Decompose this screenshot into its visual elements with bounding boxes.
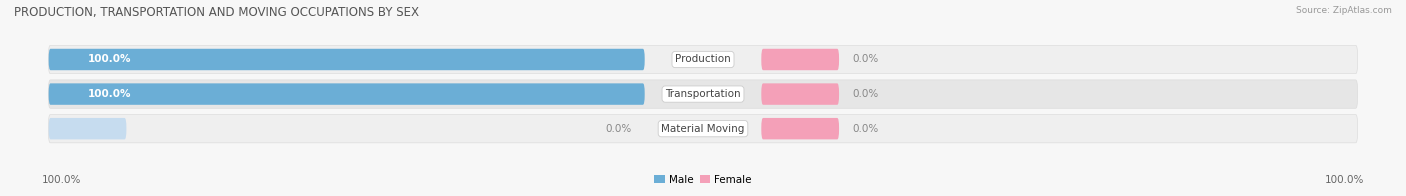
- Text: 100.0%: 100.0%: [87, 89, 131, 99]
- FancyBboxPatch shape: [48, 80, 1358, 108]
- FancyBboxPatch shape: [48, 45, 1358, 74]
- FancyBboxPatch shape: [761, 49, 839, 70]
- FancyBboxPatch shape: [761, 83, 839, 105]
- Text: 0.0%: 0.0%: [852, 124, 879, 134]
- FancyBboxPatch shape: [49, 118, 127, 139]
- Text: 0.0%: 0.0%: [606, 124, 631, 134]
- Text: Source: ZipAtlas.com: Source: ZipAtlas.com: [1296, 6, 1392, 15]
- Text: 0.0%: 0.0%: [852, 89, 879, 99]
- Text: 100.0%: 100.0%: [42, 175, 82, 185]
- FancyBboxPatch shape: [49, 49, 645, 70]
- Text: PRODUCTION, TRANSPORTATION AND MOVING OCCUPATIONS BY SEX: PRODUCTION, TRANSPORTATION AND MOVING OC…: [14, 6, 419, 19]
- Text: 100.0%: 100.0%: [87, 54, 131, 64]
- Legend: Male, Female: Male, Female: [650, 171, 756, 189]
- FancyBboxPatch shape: [49, 83, 645, 105]
- Text: Transportation: Transportation: [665, 89, 741, 99]
- Text: Production: Production: [675, 54, 731, 64]
- Text: 100.0%: 100.0%: [1324, 175, 1364, 185]
- Text: Material Moving: Material Moving: [661, 124, 745, 134]
- FancyBboxPatch shape: [48, 114, 1358, 143]
- Text: 0.0%: 0.0%: [852, 54, 879, 64]
- FancyBboxPatch shape: [761, 118, 839, 139]
